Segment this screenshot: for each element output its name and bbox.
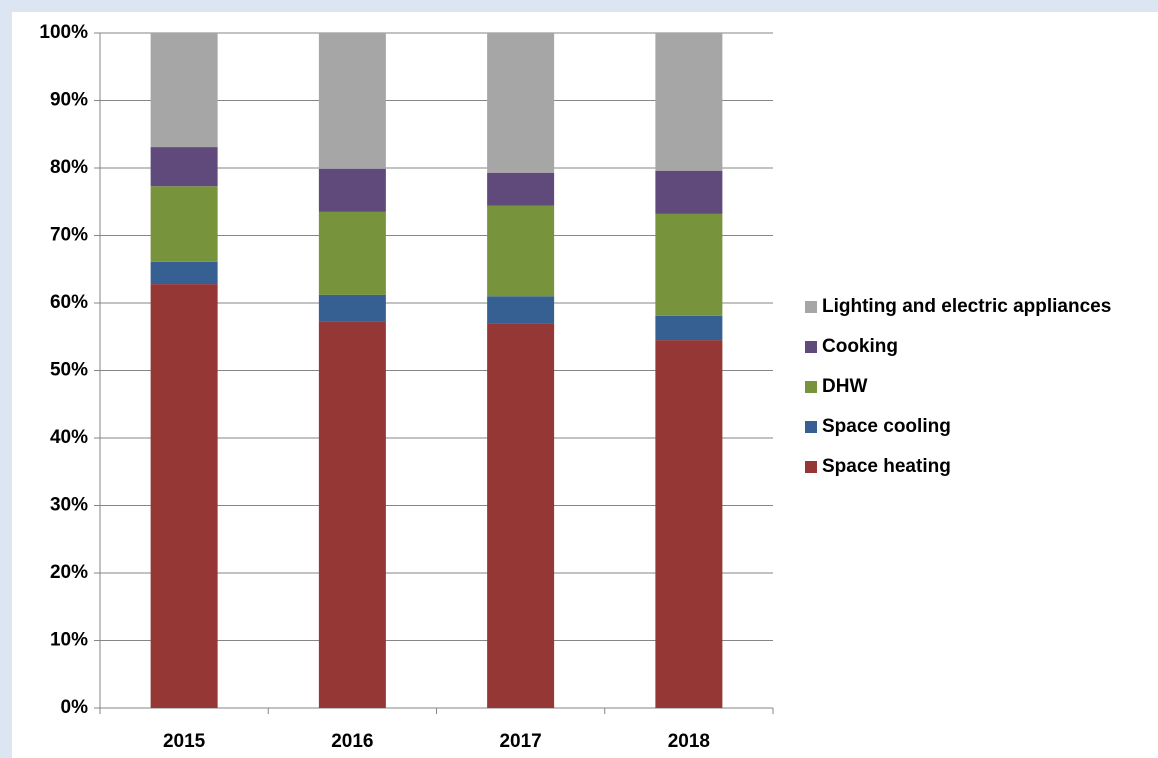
y-tick-label: 80% xyxy=(50,157,88,178)
legend-label: DHW xyxy=(822,376,867,397)
y-tick-label: 40% xyxy=(50,427,88,448)
x-tick-label: 2017 xyxy=(499,731,541,752)
y-tick-label: 20% xyxy=(50,562,88,583)
y-tick-label: 90% xyxy=(50,90,88,111)
legend-swatch xyxy=(805,301,817,313)
y-tick-label: 70% xyxy=(50,225,88,246)
legend-label: Space heating xyxy=(822,456,951,477)
legend-swatch xyxy=(805,461,817,473)
bar-segment xyxy=(487,296,555,324)
bar-segment xyxy=(487,323,555,708)
legend-label: Cooking xyxy=(822,336,898,357)
bar-segment xyxy=(655,315,723,341)
legend-label: Lighting and electric appliances xyxy=(822,296,1111,317)
x-tick-label: 2016 xyxy=(331,731,373,752)
y-tick-label: 0% xyxy=(61,697,89,718)
bar-segment xyxy=(318,294,386,322)
bar-segment xyxy=(150,33,218,148)
x-tick-label: 2018 xyxy=(668,731,710,752)
bar-segment xyxy=(655,33,723,171)
bar-segment xyxy=(318,168,386,212)
x-tick-label: 2015 xyxy=(163,731,206,752)
bar-segment xyxy=(318,211,386,295)
bar-segment xyxy=(487,172,555,206)
y-tick-label: 10% xyxy=(50,630,88,651)
legend-swatch xyxy=(805,421,817,433)
y-tick-label: 100% xyxy=(39,22,88,43)
bar-segment xyxy=(655,170,723,214)
bar-segment xyxy=(318,33,386,169)
y-tick-label: 50% xyxy=(50,360,88,381)
legend-label: Space cooling xyxy=(822,416,951,437)
legend-swatch xyxy=(805,341,817,353)
bar-segment xyxy=(655,213,723,316)
y-tick-label: 30% xyxy=(50,495,88,516)
legend-swatch xyxy=(805,381,817,393)
y-tick-label: 60% xyxy=(50,292,88,313)
bar-segment xyxy=(487,33,555,173)
bar-segment xyxy=(655,340,723,708)
bar-segment xyxy=(150,147,218,187)
bar-segment xyxy=(150,186,218,262)
bar-segment xyxy=(150,284,218,708)
bar-segment xyxy=(487,205,555,297)
chart: 0% 10% 20% 30% 40% 50% 60% 70% 80% 90% 100% 2015 201… xyxy=(12,12,1158,758)
bar-segment xyxy=(318,321,386,708)
bar-segment xyxy=(150,261,218,285)
